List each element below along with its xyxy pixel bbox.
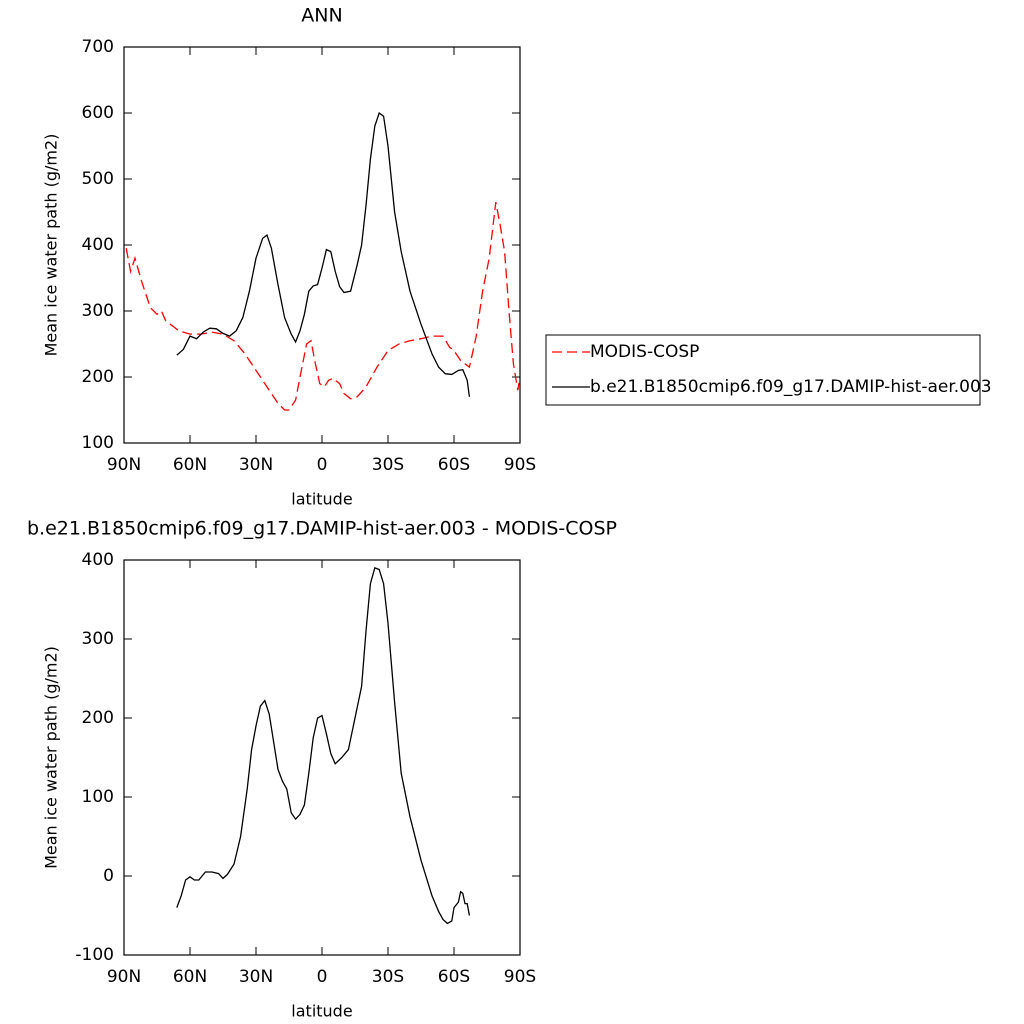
legend-box [545,334,981,406]
x-tick-label: 0 [317,967,328,987]
x-tick-label: 90S [504,455,536,475]
series-line [125,201,521,411]
x-tick-label: 60N [173,455,207,475]
y-tick-label: 300 [82,301,114,321]
y-tick-label: 0 [103,866,114,886]
series-line [176,567,471,925]
y-tick-label: 700 [82,37,114,57]
plot-frame [123,46,521,444]
x-tick-label: 90N [107,455,141,475]
y-tick-label: 500 [82,169,114,189]
chart-title: ANN [301,5,342,27]
y-tick-label: 400 [82,550,114,570]
y-tick-label: 100 [82,433,114,453]
x-tick-label: 60S [438,967,470,987]
legend-label: b.e21.B1850cmip6.f09_g17.DAMIP-hist-aer.… [590,377,992,397]
y-axis-label: Mean ice water path (g/m2) [42,646,61,869]
y-tick-label: 200 [82,367,114,387]
x-tick-label: 90S [504,967,536,987]
x-tick-label: 30S [372,967,404,987]
x-tick-label: 30N [239,967,273,987]
x-tick-label: 90N [107,967,141,987]
y-tick-label: 300 [82,629,114,649]
y-tick-label: 600 [82,103,114,123]
chart-title: b.e21.B1850cmip6.f09_g17.DAMIP-hist-aer.… [27,518,617,540]
x-axis-label: latitude [291,490,352,509]
series-line [176,111,471,397]
y-tick-label: 100 [82,787,114,807]
x-tick-label: 30N [239,455,273,475]
y-tick-label: 200 [82,708,114,728]
x-tick-label: 60S [438,455,470,475]
x-axis-label: latitude [291,1002,352,1021]
legend-label: MODIS-COSP [590,342,699,362]
y-tick-label: 400 [82,235,114,255]
y-tick-label: -100 [75,945,114,965]
y-axis-label: Mean ice water path (g/m2) [42,134,61,357]
x-tick-label: 60N [173,967,207,987]
plot-frame [123,559,521,956]
x-tick-label: 30S [372,455,404,475]
x-tick-label: 0 [317,455,328,475]
